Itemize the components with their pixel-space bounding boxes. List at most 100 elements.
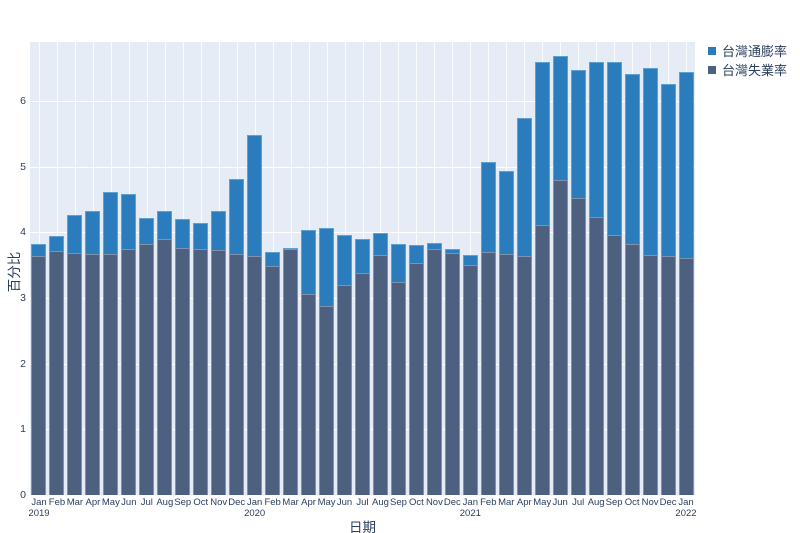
inflation-bar[interactable] <box>570 69 586 198</box>
inflation-bar[interactable] <box>606 62 622 236</box>
unemployment-bar[interactable] <box>426 248 442 495</box>
unemployment-bar[interactable] <box>642 254 658 495</box>
inflation-bar[interactable] <box>355 238 370 274</box>
unemployment-bar[interactable] <box>462 265 478 495</box>
inflation-bar[interactable] <box>444 249 460 254</box>
unemployment-bar[interactable] <box>49 250 65 495</box>
x-tick-label: Apr <box>301 497 316 508</box>
inflation-bar[interactable] <box>265 252 281 266</box>
legend-item-inflation[interactable]: 台灣通膨率 <box>708 41 787 60</box>
unemployment-bar[interactable] <box>283 248 299 495</box>
x-tick-label: Jan 2019 <box>28 497 50 519</box>
unemployment-bar[interactable] <box>408 263 424 495</box>
unemployment-bar[interactable] <box>301 294 317 495</box>
inflation-bar[interactable] <box>498 171 514 255</box>
unemployment-bar[interactable] <box>85 254 101 495</box>
inflation-bar[interactable] <box>408 244 424 264</box>
inflation-bar[interactable] <box>49 235 65 251</box>
unemployment-bar[interactable] <box>534 225 550 495</box>
inflation-bar[interactable] <box>337 235 353 285</box>
unemployment-bar[interactable] <box>139 244 155 495</box>
x-tick-label: Jan 2021 <box>459 497 481 519</box>
unemployment-bar[interactable] <box>606 235 622 495</box>
inflation-bar[interactable] <box>121 193 137 250</box>
inflation-bar[interactable] <box>103 192 119 255</box>
x-tick-label: Mar <box>498 497 515 508</box>
unemployment-bar[interactable] <box>570 197 586 495</box>
unemployment-bar[interactable] <box>337 284 353 495</box>
x-tick-year-label: 2021 <box>459 508 481 519</box>
inflation-bar[interactable] <box>85 210 101 255</box>
x-tick-label: Feb <box>48 497 66 508</box>
inflation-bar[interactable] <box>319 227 335 306</box>
unemployment-bar[interactable] <box>31 256 47 495</box>
unemployment-bar[interactable] <box>516 256 532 495</box>
legend-label-unemployment: 台灣失業率 <box>722 63 788 78</box>
unemployment-bar[interactable] <box>229 254 245 495</box>
x-axis-title: 日期 <box>349 520 376 533</box>
unemployment-bar[interactable] <box>552 179 568 495</box>
inflation-bar[interactable] <box>390 243 406 283</box>
x-tick-label: Oct <box>624 497 640 508</box>
unemployment-bar[interactable] <box>247 256 263 495</box>
x-tick-label: May <box>533 497 552 508</box>
inflation-bar[interactable] <box>175 218 191 248</box>
plot-area[interactable] <box>30 42 695 495</box>
unemployment-bar[interactable] <box>157 238 173 495</box>
unemployment-bar[interactable] <box>265 265 281 495</box>
inflation-bar[interactable] <box>229 179 245 255</box>
unemployment-bar[interactable] <box>372 254 388 495</box>
x-tick-label: Apr <box>516 497 532 508</box>
inflation-bar[interactable] <box>157 211 173 239</box>
inflation-bar[interactable] <box>534 62 550 226</box>
unemployment-bar[interactable] <box>319 305 335 495</box>
inflation-bar[interactable] <box>247 134 263 257</box>
unemployment-bar[interactable] <box>67 253 83 495</box>
legend-item-unemployment[interactable]: 台灣失業率 <box>708 60 787 79</box>
inflation-bar[interactable] <box>462 254 478 266</box>
inflation-bar[interactable] <box>480 162 496 253</box>
y-tick-label: 1 <box>20 423 26 436</box>
x-tick-label: Jul <box>140 497 153 508</box>
unemployment-bar[interactable] <box>355 273 370 495</box>
inflation-bar[interactable] <box>193 223 209 249</box>
unemployment-bar[interactable] <box>175 247 191 495</box>
unemployment-bar[interactable] <box>193 248 209 495</box>
unemployment-bar[interactable] <box>498 254 514 495</box>
unemployment-bar[interactable] <box>121 249 137 495</box>
inflation-bar[interactable] <box>139 217 155 245</box>
y-axis-title: 百分比 <box>7 251 22 293</box>
inflation-bar[interactable] <box>372 233 388 255</box>
unemployment-bar[interactable] <box>624 243 640 495</box>
inflation-bar[interactable] <box>642 68 658 255</box>
inflation-bar[interactable] <box>211 211 227 251</box>
x-tick-label: Dec <box>443 497 461 508</box>
inflation-bar[interactable] <box>31 243 47 257</box>
inflation-bar[interactable] <box>660 84 676 257</box>
unemployment-bar[interactable] <box>103 254 119 495</box>
inflation-bar[interactable] <box>588 61 604 217</box>
x-tick-label: Feb <box>264 497 281 508</box>
x-tick-label: Jul <box>356 497 369 508</box>
unemployment-bar[interactable] <box>444 253 460 495</box>
x-tick-label: May <box>101 497 120 508</box>
x-tick-label: Feb <box>480 497 497 508</box>
unemployment-bar[interactable] <box>660 256 676 495</box>
unemployment-bar[interactable] <box>390 282 406 495</box>
x-tick-year-label: 2020 <box>244 508 266 519</box>
inflation-bar[interactable] <box>552 55 568 180</box>
x-tick-label: Apr <box>85 497 101 508</box>
unemployment-bar[interactable] <box>588 216 604 495</box>
unemployment-bar[interactable] <box>211 250 227 495</box>
unemployment-bar[interactable] <box>480 252 496 495</box>
inflation-bar[interactable] <box>426 242 442 249</box>
inflation-bar[interactable] <box>516 118 532 257</box>
inflation-bar[interactable] <box>283 247 299 249</box>
legend-label-inflation: 台灣通膨率 <box>722 44 788 59</box>
inflation-bar[interactable] <box>67 215 83 254</box>
inflation-bar[interactable] <box>624 74 640 244</box>
unemployment-bar[interactable] <box>678 258 694 495</box>
inflation-bar[interactable] <box>301 230 317 295</box>
inflation-bar[interactable] <box>678 71 694 258</box>
